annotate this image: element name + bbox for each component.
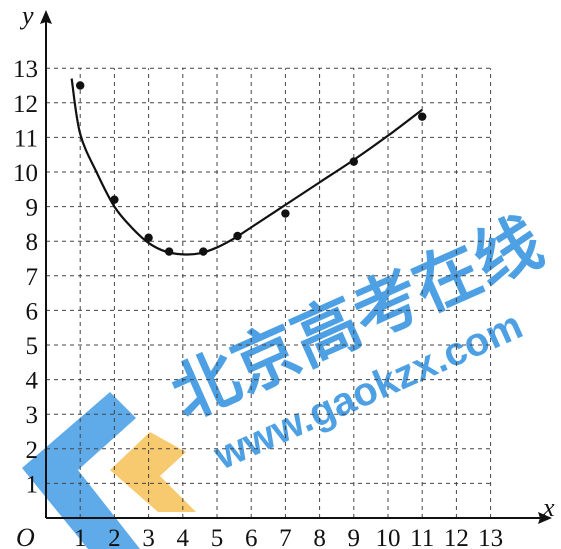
x-tick-label: 12 (444, 525, 469, 549)
fit-curve (70, 78, 423, 256)
watermark: 北京高考在线 www.gaokzx.com (22, 204, 552, 549)
y-tick-label: 10 (13, 160, 38, 187)
x-axis-arrow (538, 512, 552, 524)
watermark-logo-yellow (110, 432, 196, 512)
x-tick-label: 13 (478, 525, 503, 549)
x-tick-label: 10 (376, 525, 401, 549)
x-tick-label: 6 (245, 525, 258, 549)
y-tick-label: 7 (26, 264, 39, 291)
x-tick-label: 1 (74, 525, 87, 549)
data-point (110, 195, 119, 204)
x-tick-label: 2 (108, 525, 121, 549)
y-tick-label: 3 (26, 402, 39, 429)
x-tick-label: 9 (348, 525, 361, 549)
axes: x y O (16, 1, 555, 549)
y-tick-label: 8 (26, 229, 39, 256)
fit-curve-group (70, 78, 423, 256)
x-axis-label: x (542, 493, 555, 522)
data-point (418, 112, 427, 121)
data-point (233, 231, 242, 241)
data-point (281, 209, 290, 218)
y-tick-label: 9 (26, 195, 39, 222)
watermark-logo-blue (22, 392, 140, 549)
x-tick-label: 8 (313, 525, 326, 549)
data-points (76, 81, 427, 256)
y-tick-label: 12 (13, 91, 38, 118)
y-axis-arrow (40, 10, 52, 24)
y-tick-label: 2 (26, 437, 39, 464)
x-tick-label: 3 (142, 525, 155, 549)
data-point (199, 247, 208, 256)
y-tick-label: 6 (26, 298, 39, 325)
y-tick-label: 1 (26, 471, 39, 498)
data-point (349, 157, 358, 166)
x-tick-label: 7 (279, 525, 292, 549)
y-tick-label: 5 (26, 333, 39, 360)
x-tick-label: 5 (211, 525, 224, 549)
grid (46, 67, 492, 518)
data-point (144, 233, 153, 242)
y-axis-label: y (19, 1, 34, 30)
x-tick-labels: 1 2 3 4 5 6 7 8 9 10 11 12 13 (74, 525, 503, 549)
y-tick-label: 4 (26, 368, 39, 395)
y-tick-label: 13 (13, 56, 38, 83)
x-tick-label: 11 (410, 525, 434, 549)
origin-label: O (16, 523, 35, 549)
data-point (164, 247, 174, 256)
y-tick-label: 11 (14, 125, 38, 152)
x-tick-label: 4 (177, 525, 190, 549)
data-point (76, 81, 85, 90)
